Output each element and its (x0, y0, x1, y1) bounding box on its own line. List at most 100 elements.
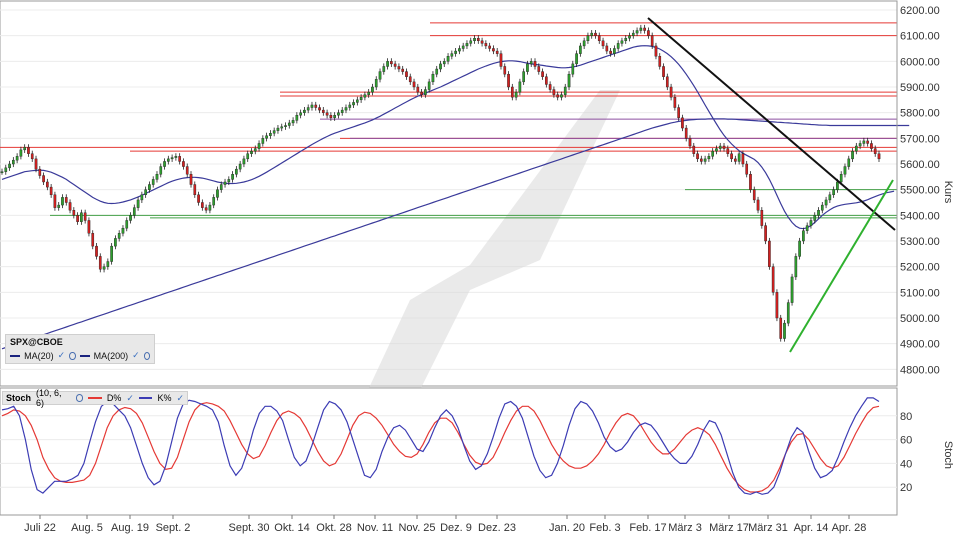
candle-body (280, 126, 284, 129)
candle-body (786, 302, 790, 324)
candle-body (19, 149, 23, 157)
candle-body (295, 115, 299, 121)
ma200-line (1, 118, 910, 350)
check-icon[interactable]: ✓ (57, 350, 66, 360)
gear-icon[interactable] (75, 394, 84, 402)
candle-body (503, 66, 507, 75)
candle-body (548, 84, 552, 90)
candle-body (654, 45, 658, 57)
candle-body (711, 150, 715, 157)
candle-body (321, 109, 325, 113)
price-tick-label: 5900.00 (900, 82, 940, 94)
candle-body (518, 81, 522, 93)
x-tick-label: Aug. 19 (111, 522, 149, 534)
price-tick-label: 4900.00 (900, 339, 940, 351)
candle-body (0, 171, 4, 173)
candle-body (378, 71, 382, 80)
candle-body (340, 109, 344, 113)
candle-body (352, 102, 355, 106)
candle-body (643, 27, 646, 31)
price-tick-label: 5400.00 (900, 210, 940, 222)
candle-body (734, 158, 737, 162)
candle-body (700, 158, 703, 162)
candle-body (314, 104, 318, 108)
candle-body (545, 76, 548, 85)
candle-body (303, 109, 306, 113)
candle-body (257, 143, 261, 149)
candle-body (238, 163, 242, 170)
candle-body (537, 66, 541, 72)
candle-body (178, 156, 181, 162)
x-tick-label: Apr. 14 (794, 522, 829, 534)
candle-body (560, 94, 563, 98)
x-tick-label: Jan. 20 (549, 522, 585, 534)
candle-body (597, 35, 601, 42)
candle-body (476, 38, 480, 42)
candle-body (15, 156, 19, 161)
candle-body (185, 166, 189, 175)
candle-body (541, 71, 544, 77)
candle-body (802, 230, 805, 242)
candle-body (201, 202, 204, 208)
candle-body (136, 199, 140, 208)
candle-body (121, 227, 125, 234)
candle-body (337, 112, 340, 116)
candle-body (715, 148, 718, 152)
candle-body (692, 145, 696, 154)
x-tick-label: Sept. 2 (156, 522, 191, 534)
x-tick-label: Juli 22 (24, 522, 56, 534)
candle-body (427, 81, 431, 90)
candle-body (416, 86, 420, 93)
candle-body (461, 45, 465, 49)
candle-body (854, 145, 858, 152)
check-icon[interactable]: ✓ (126, 392, 134, 403)
stoch-tick-label: 40 (900, 458, 912, 470)
candle-body (624, 38, 628, 42)
candle-body (276, 127, 280, 131)
candle-body (155, 174, 159, 180)
candle-body (140, 194, 144, 201)
candle-body (662, 66, 665, 77)
candle-body (408, 76, 412, 83)
candle-body (851, 150, 854, 160)
candle-body (12, 159, 15, 165)
candle-body (450, 53, 454, 57)
check-icon[interactable]: ✓ (132, 350, 140, 360)
candle-body (650, 35, 654, 47)
candle-body (571, 63, 575, 75)
candle-body (635, 30, 639, 34)
price-tick-label: 5500.00 (900, 185, 940, 197)
candle-body (272, 130, 276, 134)
candle-body (718, 145, 722, 149)
stoch-panel-frame (0, 387, 898, 516)
candle-body (401, 68, 405, 72)
candle-body (204, 207, 208, 211)
price-legend: SPX@CBOE MA(20) ✓ MA(200) ✓ (5, 334, 155, 364)
legend-symbol: SPX@CBOE (10, 337, 63, 347)
candle-body (442, 61, 446, 65)
candle-body (325, 112, 329, 116)
check-icon[interactable]: ✓ (176, 392, 184, 403)
candle-body (431, 73, 435, 83)
candle-body (284, 125, 287, 127)
candle-body (87, 220, 91, 234)
candle-body (265, 135, 268, 139)
candle-body (579, 45, 582, 54)
candle-body (764, 225, 767, 242)
x-tick-label: Feb. 3 (589, 522, 620, 534)
price-axis: 6200.00 6100.00 6000.00 5900.00 5800.00 5700.… (896, 1, 954, 386)
candle-body (820, 204, 824, 211)
gear-icon[interactable] (69, 351, 76, 360)
candle-body (613, 48, 616, 54)
candle-body (412, 81, 416, 88)
candle-body (219, 184, 223, 190)
candle-body (83, 212, 87, 221)
candle-body (446, 56, 450, 62)
candle-body (344, 107, 348, 111)
gear-icon[interactable] (143, 351, 150, 360)
ma20-line (1, 45, 895, 230)
candle-body (30, 153, 34, 160)
candle-body (458, 48, 461, 52)
